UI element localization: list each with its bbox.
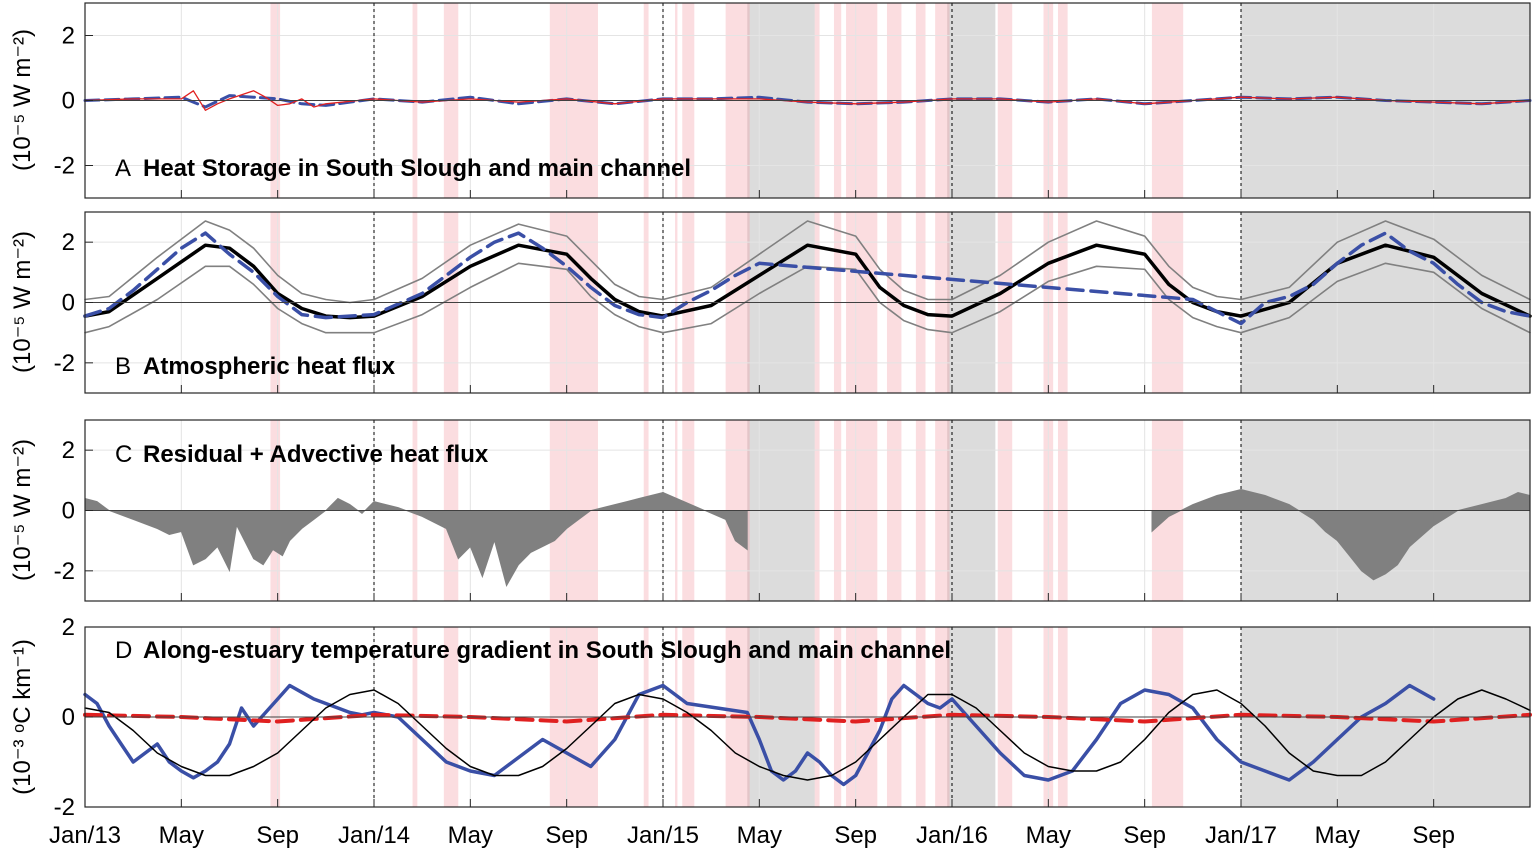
panel-title: Along-estuary temperature gradient in So…	[143, 637, 951, 664]
y-tick-label: 0	[62, 704, 75, 731]
x-tick-label: Sep	[834, 822, 877, 849]
x-tick-label: Sep	[1412, 822, 1455, 849]
y-tick-label: -2	[54, 350, 75, 377]
x-tick-label: Sep	[256, 822, 299, 849]
y-tick-label: 2	[62, 229, 75, 256]
panel-title: Atmospheric heat flux	[143, 353, 396, 380]
panel-a: -2 0 2 (10⁻⁵ W m⁻²) A Heat Storage in South S…	[9, 2, 1532, 199]
y-tick-label: 0	[62, 498, 75, 525]
y-tick-label: 2	[62, 614, 75, 641]
y-tick-label: 2	[62, 437, 75, 464]
y-axis-label: (10⁻³ ᵒC km⁻¹)	[9, 639, 36, 795]
x-tick-label: May	[737, 822, 782, 849]
series-line	[83, 712, 1532, 724]
y-axis-label: (10⁻⁵ W m⁻²)	[9, 231, 36, 373]
series-area	[84, 491, 748, 587]
panel-d: -2 0 2 (10⁻³ ᵒC km⁻¹) D Along-estuary tempera…	[9, 614, 1532, 821]
series-line	[83, 231, 1532, 326]
panel-c: -2 0 2 (10⁻⁵ W m⁻²) C Residual + Advective he…	[9, 419, 1531, 602]
y-tick-label: 0	[62, 290, 75, 317]
x-tick-label: May	[448, 822, 493, 849]
panel-title: Residual + Advective heat flux	[143, 441, 489, 468]
y-tick-label: 2	[62, 23, 75, 50]
series-line	[84, 689, 1531, 781]
y-tick-label: -2	[54, 794, 75, 821]
x-tick-label: Sep	[1123, 822, 1166, 849]
y-axis-label: (10⁻⁵ W m⁻²)	[9, 439, 36, 581]
x-tick-label: Sep	[545, 822, 588, 849]
x-tick-label: Jan/16	[916, 822, 988, 849]
y-tick-label: -2	[54, 153, 75, 180]
x-tick-label: Jan/17	[1205, 822, 1277, 849]
panel-letter: D	[115, 637, 132, 664]
series-line	[84, 90, 1531, 111]
series-line	[84, 220, 1531, 304]
panel-title: Heat Storage in South Slough and main ch…	[143, 155, 691, 182]
panel-letter: C	[115, 441, 132, 468]
series-line	[84, 262, 1531, 334]
x-axis-tick-labels: Jan/13 May Sep Jan/14 May Sep Jan/15 May Sep Jan/…	[49, 822, 1455, 849]
x-tick-label: Jan/15	[627, 822, 699, 849]
series-area	[1151, 488, 1531, 581]
y-axis-label: (10⁻⁵ W m⁻²)	[9, 29, 36, 171]
x-tick-label: May	[1026, 822, 1071, 849]
panel-letter: B	[115, 353, 131, 380]
x-tick-label: May	[1315, 822, 1360, 849]
x-tick-label: Jan/13	[49, 822, 121, 849]
y-tick-label: 0	[62, 88, 75, 115]
y-tick-label: -2	[54, 558, 75, 585]
panel-b: -2 0 2 (10⁻⁵ W m⁻²) B Atmospheric heat flux	[9, 211, 1532, 394]
x-tick-label: May	[159, 822, 204, 849]
series-line	[83, 243, 1532, 320]
panel-letter: A	[115, 155, 131, 182]
x-tick-label: Jan/14	[338, 822, 410, 849]
